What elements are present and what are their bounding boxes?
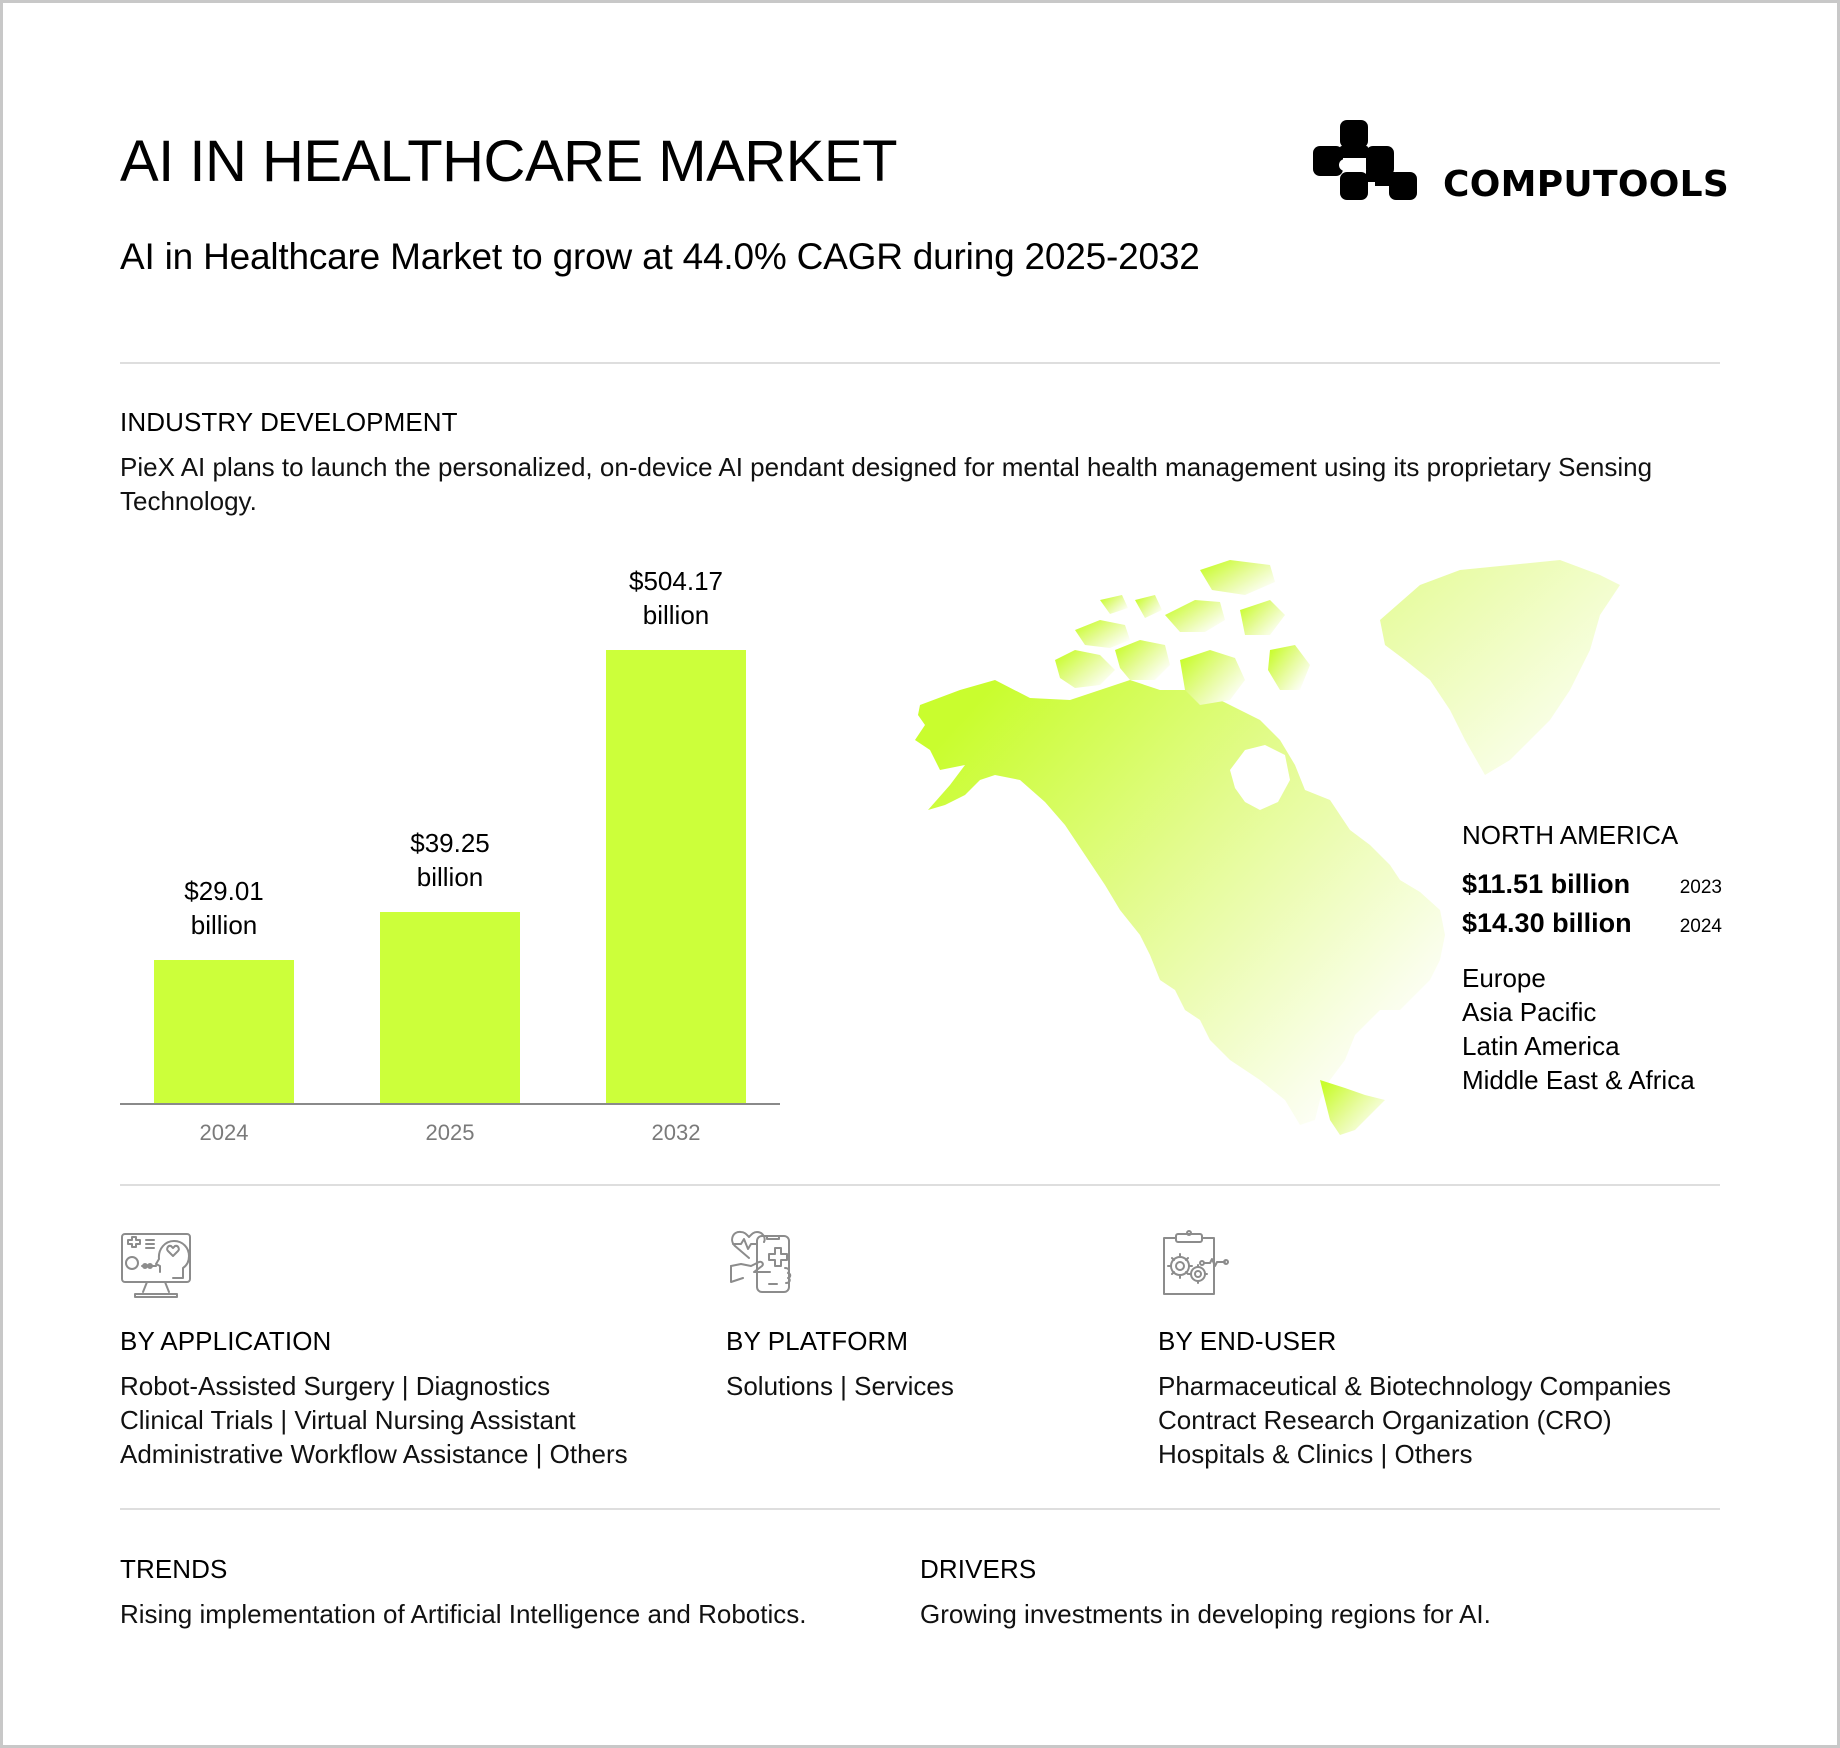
x-tick-2025: 2025 xyxy=(425,1120,475,1145)
bar-label-2032: $504.17 billion xyxy=(576,564,776,632)
bar-unit-2025: billion xyxy=(416,862,484,892)
mobile-health-icon xyxy=(730,1230,792,1293)
bar-value-2024: $29.01 xyxy=(184,876,264,906)
bar-2024 xyxy=(154,960,294,1103)
bar-unit-2024: billion xyxy=(190,910,258,940)
bar-label-2024: $29.01 billion xyxy=(124,874,324,942)
divider-top xyxy=(120,362,1720,364)
bar-value-2032: $504.17 xyxy=(629,566,723,596)
segment-list-application: Robot-Assisted Surgery | Diagnostics Cli… xyxy=(120,1369,628,1471)
region-item: Middle East & Africa xyxy=(1462,1065,1695,1095)
region-stat-year: 2023 xyxy=(1679,877,1722,898)
segment-line: Solutions | Services xyxy=(726,1371,954,1401)
region-stat-value: $14.30 billion xyxy=(1462,908,1632,938)
region-stat-row: $11.51 billion 2023 xyxy=(1462,869,1722,900)
north-america-map xyxy=(915,560,1620,1135)
industry-development-heading: INDUSTRY DEVELOPMENT xyxy=(120,407,458,437)
brand-logo: COMPUTOOLS xyxy=(1313,120,1803,205)
other-regions-list: Europe Asia Pacific Latin America Middle… xyxy=(1462,961,1722,1097)
region-item: Asia Pacific xyxy=(1462,997,1597,1027)
drivers-text: Growing investments in developing region… xyxy=(920,1599,1491,1629)
bar-2025 xyxy=(380,912,520,1103)
region-stat-row: $14.30 billion 2024 xyxy=(1462,908,1722,939)
region-north-america: NORTH AMERICA xyxy=(1462,820,1679,850)
segment-heading-platform: BY PLATFORM xyxy=(726,1326,909,1356)
page-title: AI IN HEALTHCARE MARKET xyxy=(120,129,898,194)
bar-unit-2032: billion xyxy=(642,600,710,630)
bar-label-2025: $39.25 billion xyxy=(350,826,550,894)
drivers-heading: DRIVERS xyxy=(920,1554,1037,1584)
region-item: Europe xyxy=(1462,963,1546,993)
region-item: Latin America xyxy=(1462,1031,1620,1061)
trends-heading: TRENDS xyxy=(120,1554,228,1584)
segment-line: Robot-Assisted Surgery | Diagnostics xyxy=(120,1371,551,1401)
segment-line: Clinical Trials | Virtual Nursing Assist… xyxy=(120,1405,576,1435)
market-size-bar-chart: $29.01 billion $39.25 billion $504.17 bi… xyxy=(120,540,780,1160)
bar-2032 xyxy=(606,650,746,1103)
industry-development-text: PieX AI plans to launch the personalized… xyxy=(120,452,1653,516)
x-axis-line xyxy=(120,1103,780,1105)
segment-heading-end-user: BY END-USER xyxy=(1158,1326,1337,1356)
page-subtitle: AI in Healthcare Market to grow at 44.0%… xyxy=(120,236,1200,277)
monitor-health-icon xyxy=(121,1233,191,1298)
brand-name: COMPUTOOLS xyxy=(1443,164,1730,205)
segment-list-platform: Solutions | Services xyxy=(726,1369,954,1403)
computools-logo-icon xyxy=(1313,120,1417,200)
bar-value-2025: $39.25 xyxy=(410,828,490,858)
segment-line: Contract Research Organization (CRO) xyxy=(1158,1405,1612,1435)
x-tick-2032: 2032 xyxy=(651,1120,701,1145)
region-panel: NORTH AMERICA $11.51 billion 2023 $14.30… xyxy=(1462,820,1722,1097)
region-stat-year: 2024 xyxy=(1679,916,1722,937)
region-stat-value: $11.51 billion xyxy=(1462,869,1631,899)
segment-line: Pharmaceutical & Biotechnology Companies xyxy=(1158,1371,1672,1401)
clipboard-gears-icon xyxy=(1163,1230,1229,1295)
segment-heading-application: BY APPLICATION xyxy=(120,1326,332,1356)
segment-line: Hospitals & Clinics | Others xyxy=(1158,1439,1473,1469)
trends-text: Rising implementation of Artificial Inte… xyxy=(120,1599,807,1629)
x-tick-2024: 2024 xyxy=(199,1120,249,1145)
segment-list-end-user: Pharmaceutical & Biotechnology Companies… xyxy=(1158,1369,1671,1471)
divider-bottom xyxy=(120,1508,1720,1510)
divider-middle xyxy=(120,1184,1720,1186)
segment-line: Administrative Workflow Assistance | Oth… xyxy=(120,1439,628,1469)
